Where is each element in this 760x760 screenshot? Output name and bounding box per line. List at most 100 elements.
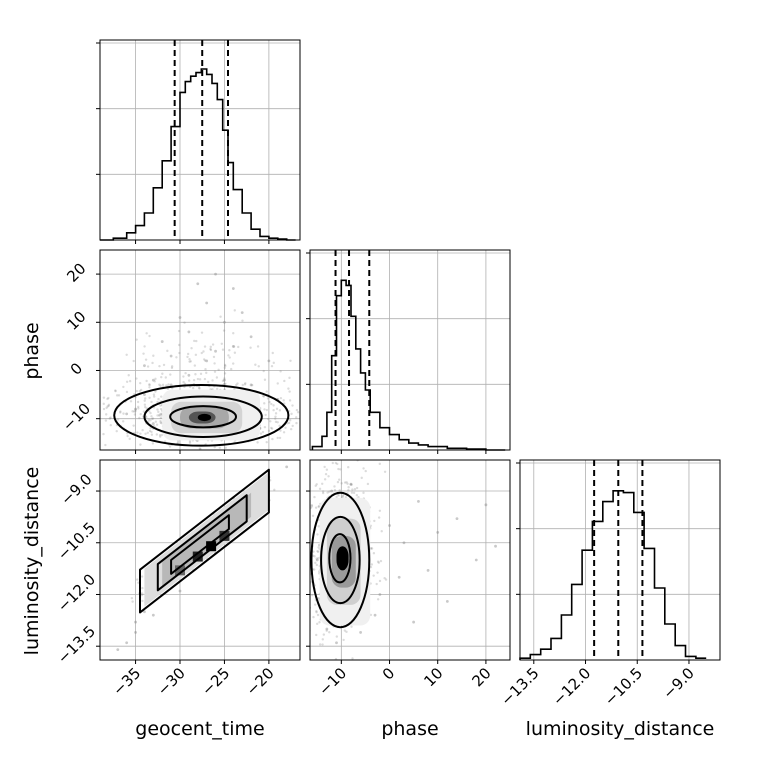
cloud-point [263,425,267,429]
cloud-point [287,387,290,390]
cloud-point [369,565,373,569]
cloud-point [380,530,383,533]
cloud-point [150,433,154,436]
cloud-point [384,578,388,581]
cloud-point [192,378,196,382]
cloud-point [143,399,146,402]
scatter-point [178,316,182,319]
cloud-point [204,368,207,371]
cloud-point [265,440,268,444]
y-tick-label-phase: 10 [63,308,89,334]
cloud-point [313,555,316,558]
cloud-point [141,586,144,590]
cloud-point [358,443,360,445]
cloud-point [125,380,129,383]
cloud-point [342,412,344,414]
cloud-point [170,366,174,370]
x-tick-label-luminosity_distance: −13.5 [497,664,542,709]
scatter-point [178,589,182,593]
cloud-point [198,387,201,390]
cloud-point [360,476,363,480]
contour-0 [139,468,270,614]
contour-0 [310,491,371,629]
cloud-point [122,412,125,415]
cloud-point [350,326,352,328]
cloud-point [256,441,259,444]
cloud-point [324,452,326,454]
cloud-point [339,427,341,429]
cloud-point [366,482,370,486]
cloud-point [159,407,163,411]
cloud-point [363,443,365,445]
cloud-point [321,482,324,486]
cloud-point [125,390,129,394]
cloud-point [322,633,326,636]
cloud-point [376,560,380,563]
x-tick-label-luminosity_distance: −10.5 [601,664,646,709]
cloud-point [289,419,292,422]
cloud-point [232,331,235,335]
histogram-phase [306,249,511,451]
cloud-point [324,472,328,476]
cloud-point [376,598,380,601]
scatter-point [151,422,155,425]
cloud-point [350,483,353,486]
cloud-point [316,533,319,536]
density-peak-1 [206,541,217,552]
cloud-point [190,347,193,350]
cloud-point [122,420,125,423]
cloud-point [211,379,214,382]
cloud-point [316,613,320,617]
scatter-point [214,349,217,353]
cloud-point [139,432,142,435]
scatter-point [330,489,334,493]
cloud-point [129,400,133,403]
scatter-point [484,503,488,507]
contour-1 [156,494,248,592]
cloud-point [274,417,277,420]
cloud-point [205,371,208,375]
cloud-point [288,399,292,402]
cloud-point [345,481,348,484]
cloud-point [155,423,159,426]
cloud-point [314,432,316,434]
scatter-point [240,311,244,315]
contour-0 [113,383,290,447]
cloud-point [145,332,148,335]
histogram-step [100,68,296,241]
cloud-point [271,351,274,355]
cloud-point [203,359,207,362]
cloud-point [145,415,148,419]
cloud-point [92,407,94,409]
cloud-point [317,557,320,560]
density-peak-0 [192,551,203,562]
panel-geocent_time-vs-luminosity_distance [99,459,301,661]
x-axis-label-phase: phase [381,718,438,740]
cloud-point [169,373,172,376]
panel-frame [99,39,301,241]
cloud-point [215,376,219,379]
scatter-point [397,575,401,579]
cloud-point [104,443,107,447]
cloud-point [150,415,153,418]
cloud-point [209,348,213,352]
cloud-point [176,441,180,444]
cloud-point [325,629,328,632]
cloud-point [128,379,132,383]
histogram-step [311,279,506,451]
cloud-point [132,424,135,427]
cloud-point [148,396,151,399]
cloud-point [327,475,330,478]
cloud-point [310,503,314,507]
cloud-point [229,367,233,371]
cloud-point [134,409,137,413]
cloud-point [131,600,134,603]
cloud-point [203,377,207,381]
cloud-point [318,391,320,393]
cloud-point [228,349,231,352]
cloud-point [306,416,308,418]
cloud-point [327,447,329,449]
cloud-point [101,452,103,454]
x-tick-label-luminosity_distance: −9.0 [659,664,697,702]
